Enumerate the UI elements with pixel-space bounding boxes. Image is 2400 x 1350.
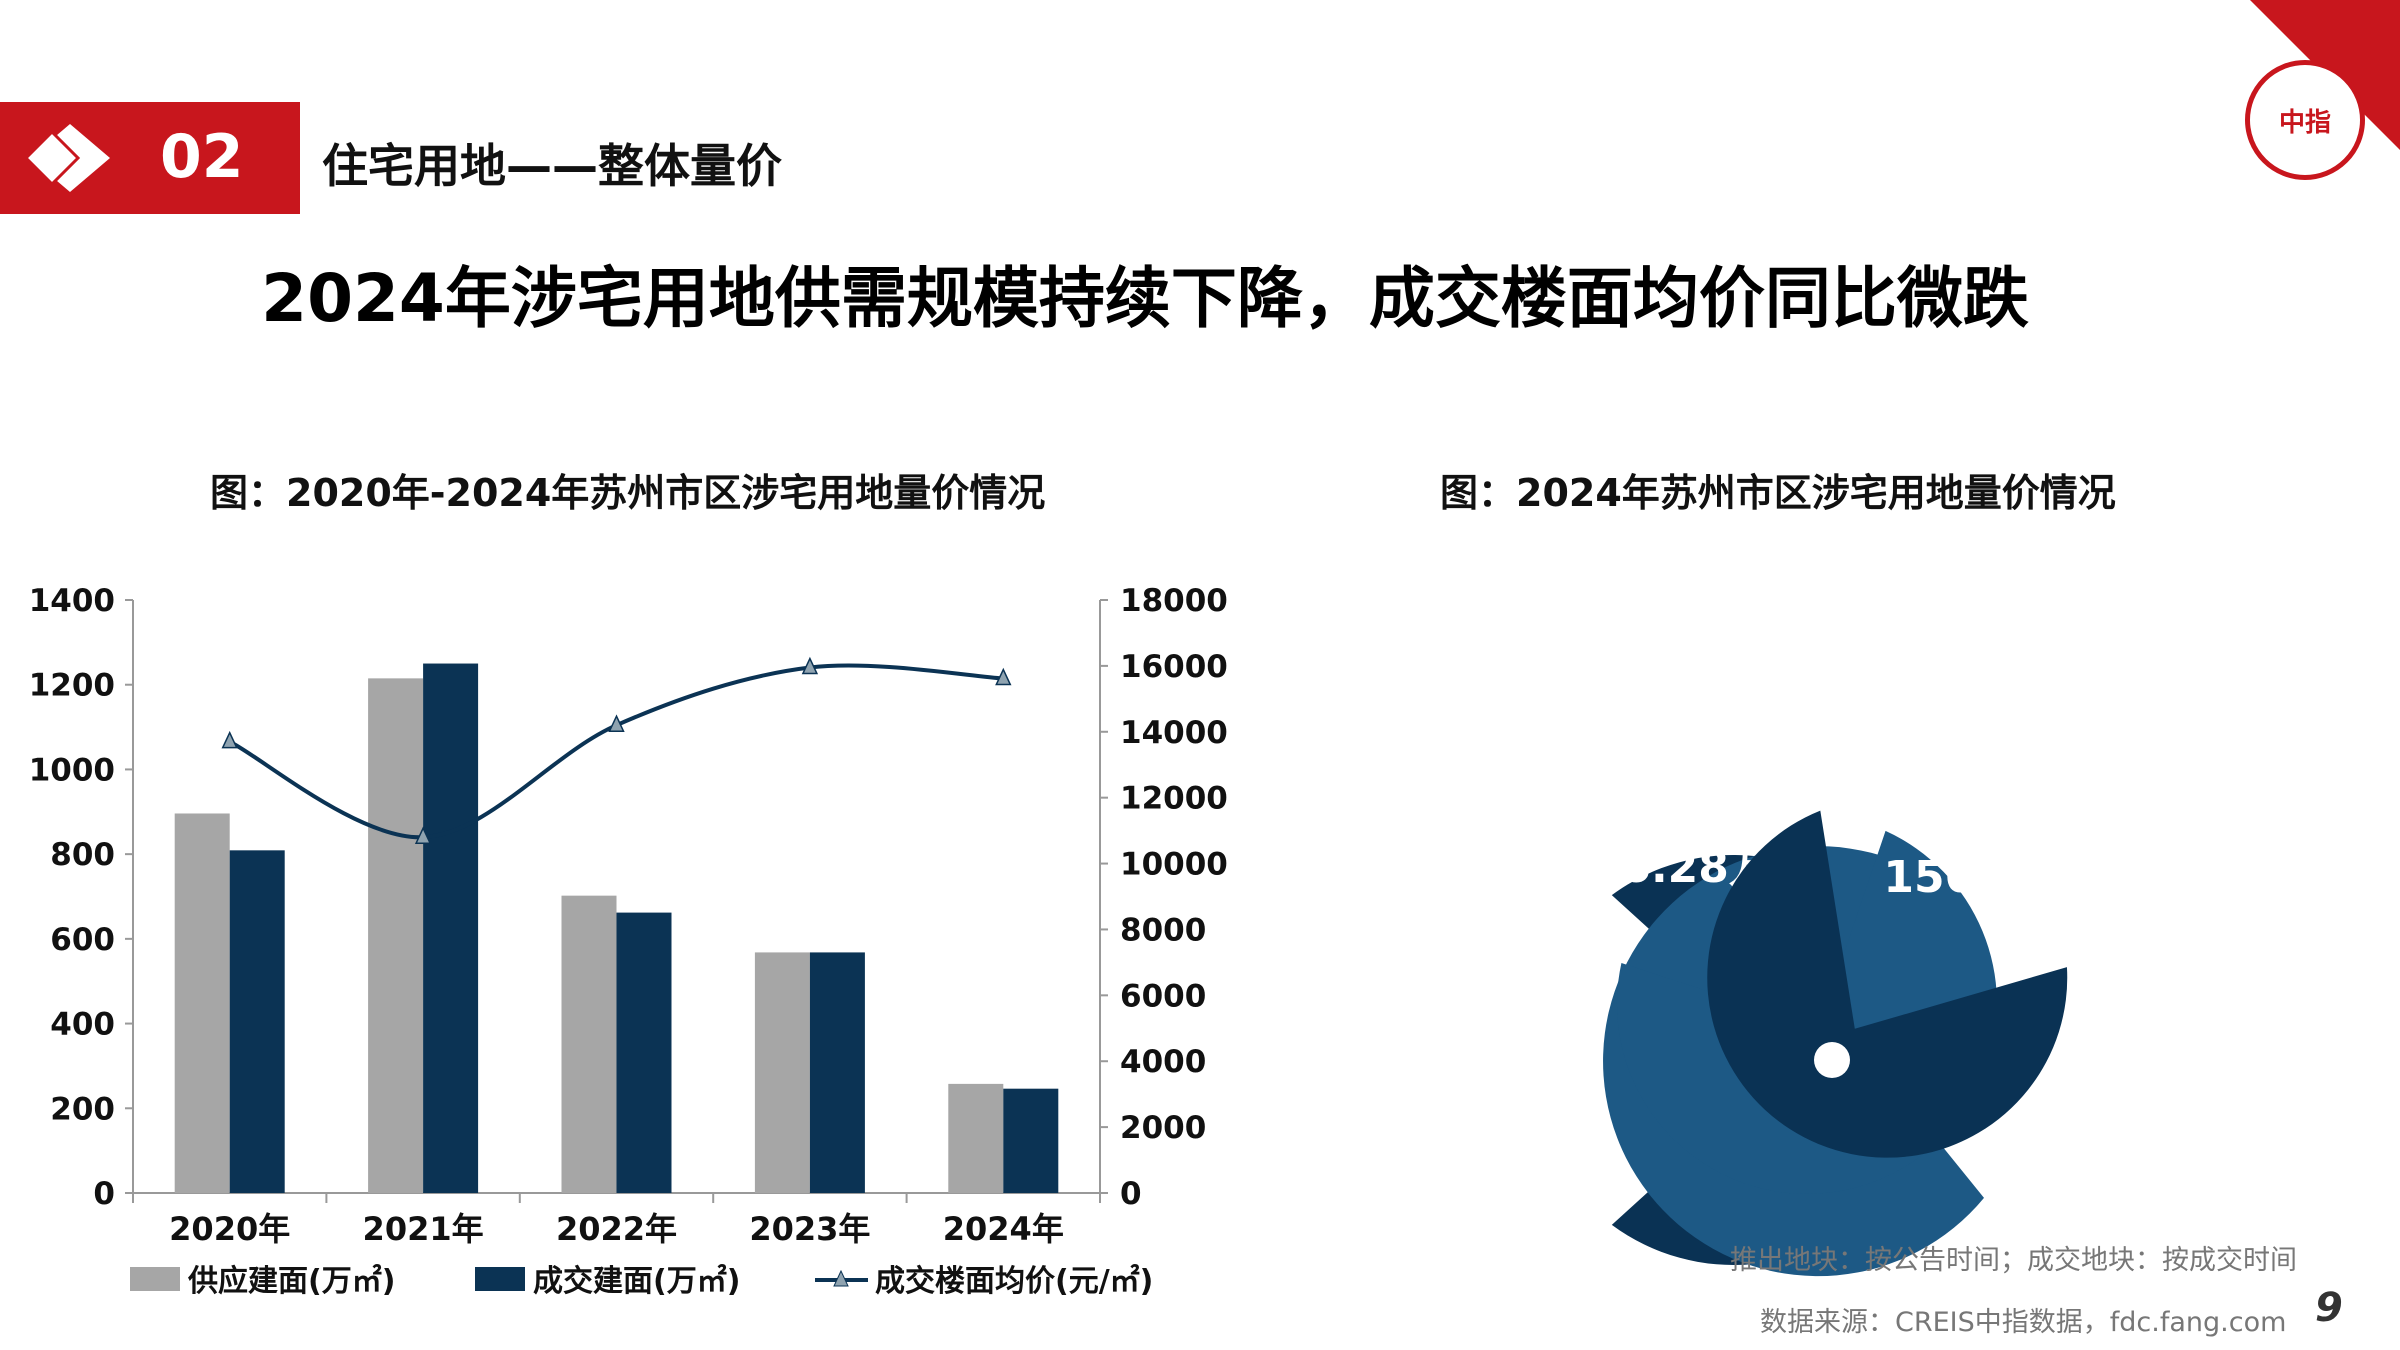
source-note: 数据来源：CREIS中指数据，fdc.fang.com [1760,1307,2287,1338]
legend-swatch-supply [130,1267,180,1291]
legend-swatch-deal [475,1267,525,1291]
section-title: 住宅用地——整体量价 [322,139,782,193]
petal-value: 15617元/㎡ [1883,852,2140,903]
bar-supply [948,1083,1004,1193]
y2-tick-label: 10000 [1120,847,1228,883]
bar-deal [423,663,479,1193]
price-marker [221,730,238,749]
petal-value: 384.60亿元 [2011,1092,2269,1143]
y-tick-label: 1000 [29,752,115,788]
y2-tick-label: 6000 [1120,978,1206,1014]
legend-label-supply: 供应建面(万㎡) [187,1264,395,1299]
x-tick-label: 2021年 [363,1210,484,1248]
section-badge [0,102,300,214]
left-chart-title: 图：2020年-2024年苏州市区涉宅用地量价情况 [210,471,1046,515]
diamond-icon [23,124,110,192]
y2-tick-label: 14000 [1120,715,1228,751]
y-tick-label: 800 [50,837,115,873]
y-tick-label: 0 [93,1176,115,1212]
y-tick-label: 200 [50,1091,115,1127]
x-tick-label: 2023年 [749,1210,870,1248]
bar-supply [174,813,230,1193]
page-title: 2024年涉宅用地供需规模持续下降，成交楼面均价同比微跌 [261,260,2029,337]
y2-tick-label: 4000 [1120,1044,1206,1080]
academy-logo: 中指 [2245,60,2365,180]
bar-supply [561,895,617,1193]
legend-label-price: 成交楼面均价(元/㎡) [875,1264,1153,1299]
y2-tick-label: 8000 [1120,912,1206,948]
x-tick-label: 2022年 [556,1210,677,1248]
petal-label: 土地出让金 [2030,1032,2251,1083]
page-number: 9 [2315,1285,2343,1331]
bar-supply [754,952,810,1193]
petal-change-pct: -2.1% [1878,682,2146,780]
bar-deal [616,912,672,1193]
legend-label-deal: 成交建面(万㎡) [533,1264,740,1299]
price-marker [995,667,1012,686]
y2-tick-label: 18000 [1120,583,1228,619]
section-number: 02 [160,122,244,192]
petal-change-pct: -55% [1357,942,1593,1040]
y-tick-label: 600 [50,922,115,958]
y-tick-label: 1400 [29,583,115,619]
petal-label: 供应建面 [1387,1052,1563,1103]
petal-2 [1707,810,2068,1158]
price-marker [414,826,432,844]
right-chart-title: 图：2024年苏州市区涉宅用地量价情况 [1440,471,2116,515]
bar-deal [809,952,865,1193]
center-dot [1814,1042,1850,1078]
y2-tick-label: 16000 [1120,649,1228,685]
price-marker [801,656,819,675]
y-tick-label: 400 [50,1007,115,1043]
petal-value: 257.62万㎡ [1346,1112,1604,1163]
legend-marker-price [833,1269,849,1287]
bar-supply [368,678,424,1193]
x-tick-label: 2020年 [169,1210,290,1248]
basis-note: 推出地块：按公告时间；成交地块：按成交时间 [1730,1245,2297,1276]
y2-tick-label: 0 [1120,1176,1142,1212]
logo-text: 中指 [2278,107,2331,138]
x-tick-label: 2024年 [943,1210,1064,1248]
price-marker [608,714,625,732]
petal-change-pct: -57% [1570,672,1806,770]
y2-tick-label: 12000 [1120,781,1228,817]
bar-deal [1003,1088,1059,1193]
bar-deal [229,850,285,1193]
y-tick-label: 1200 [29,668,115,704]
y2-tick-label: 2000 [1120,1110,1206,1146]
bar-line-chart: 0200400600800100012001400020004000600080… [29,583,1228,1299]
petal-label: 楼面均价 [1924,792,2100,843]
petal-label: 成交建面 [1600,782,1776,833]
